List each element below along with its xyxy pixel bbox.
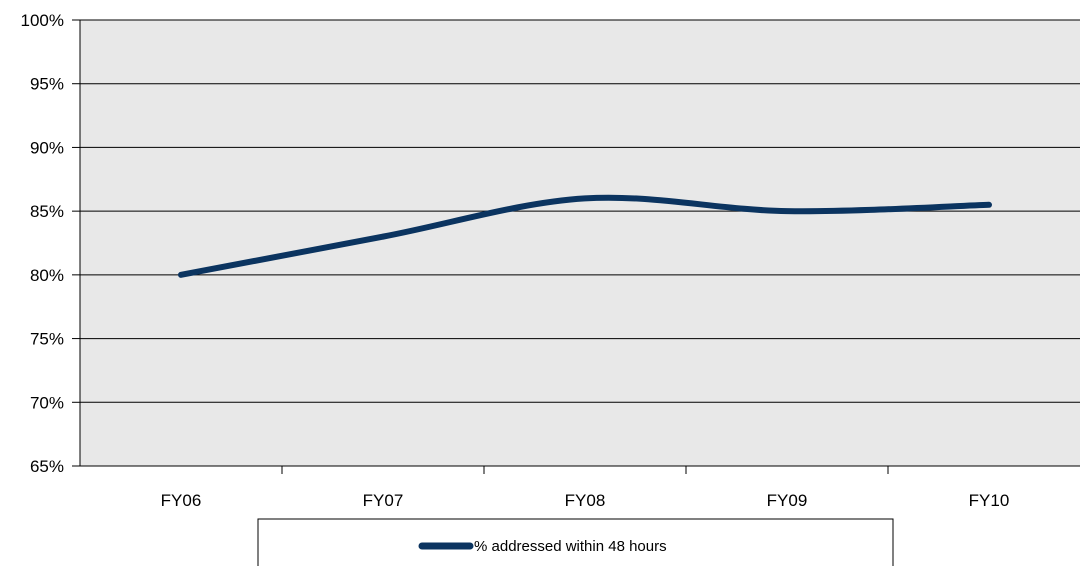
x-tick-label: FY09 (767, 491, 808, 510)
y-tick-label: 65% (30, 457, 64, 476)
x-tick-label: FY06 (161, 491, 202, 510)
y-tick-label: 70% (30, 393, 64, 412)
y-tick-label: 100% (21, 11, 64, 30)
x-tick-label: FY10 (969, 491, 1010, 510)
series-group (178, 194, 992, 278)
x-tick-label: FY07 (363, 491, 404, 510)
legend-box (257, 518, 894, 566)
legend: % addressed within 48 hours (257, 518, 894, 566)
y-tick-label: 85% (30, 202, 64, 221)
x-axis-ticks: FY06 FY07 FY08 FY09 FY10 (161, 466, 1010, 510)
x-tick-label: FY08 (565, 491, 606, 510)
y-tick-label: 75% (30, 330, 64, 349)
legend-label: % addressed within 48 hours (474, 538, 667, 555)
y-axis-ticks: 65% 70% 75% 80% 85% 90% 95% 100% (21, 11, 80, 476)
y-tick-label: 95% (30, 75, 64, 94)
y-tick-label: 80% (30, 266, 64, 285)
y-tick-label: 90% (30, 138, 64, 157)
gridlines (80, 19, 1080, 403)
plot-area (80, 20, 1080, 466)
